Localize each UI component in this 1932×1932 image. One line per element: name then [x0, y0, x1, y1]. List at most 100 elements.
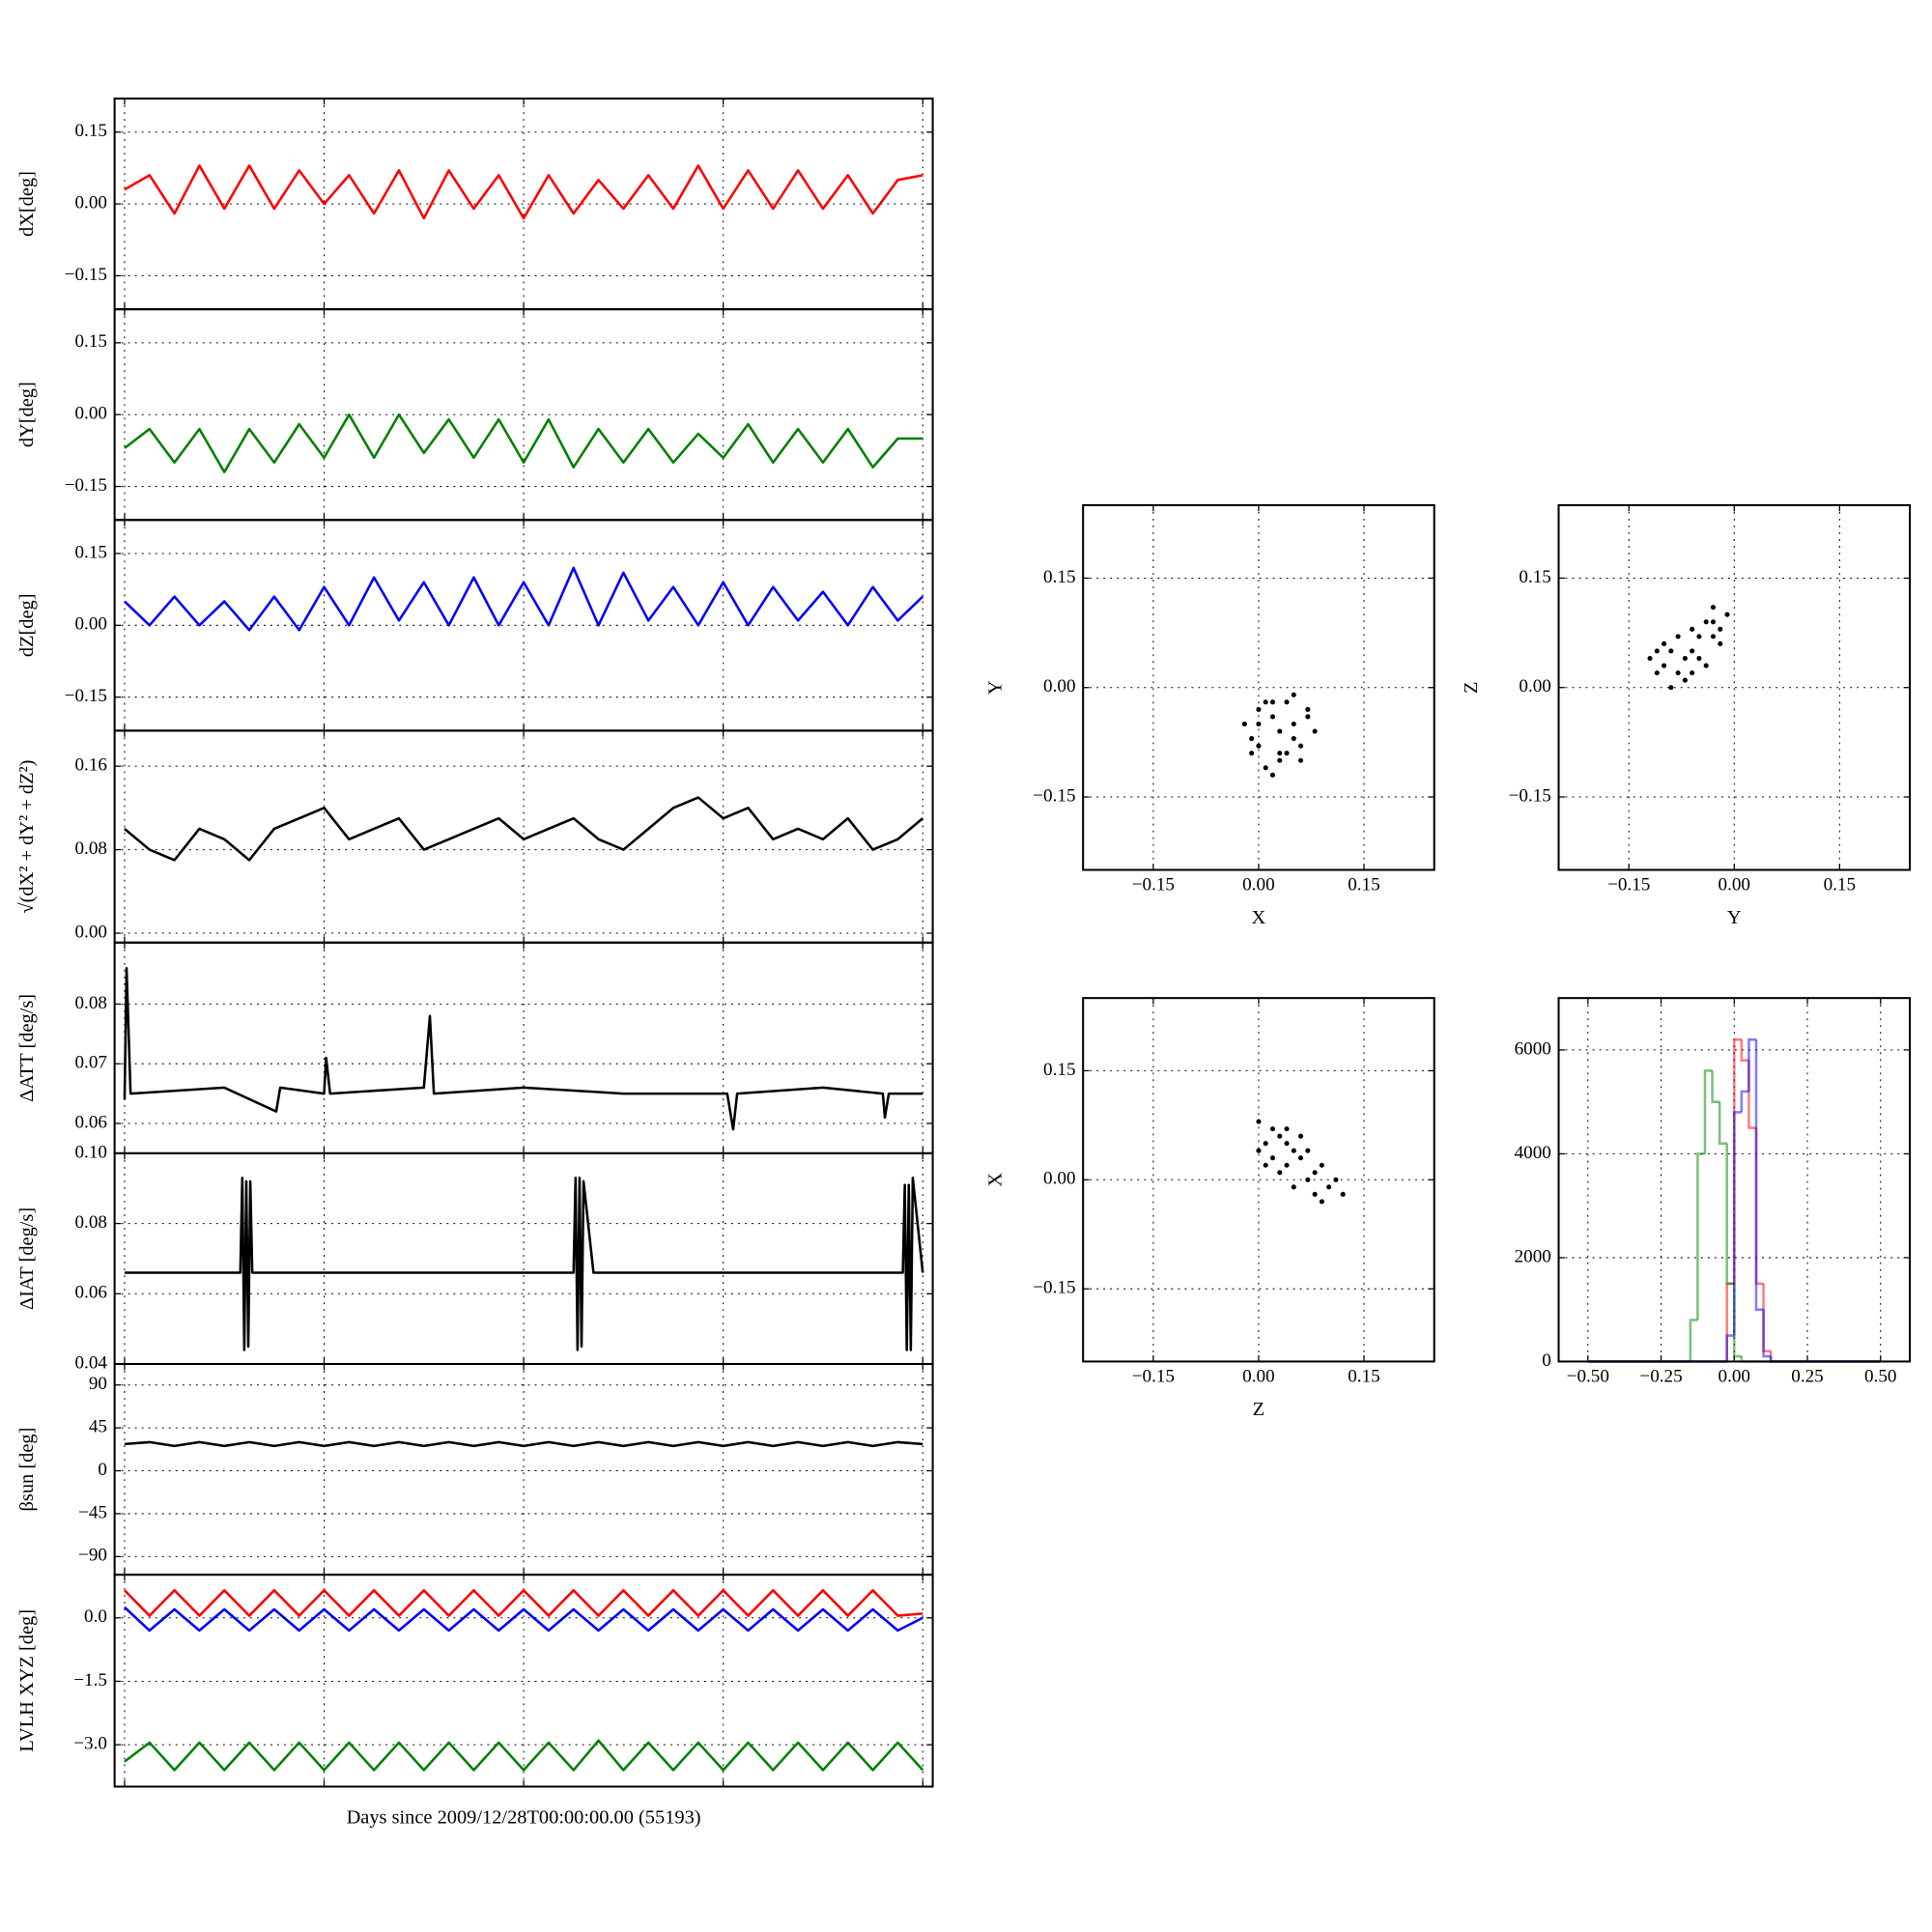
data-point	[1256, 743, 1262, 749]
data-point	[1305, 1148, 1311, 1153]
panel: −0.15 0.00 0.15 −0.15 0.00 0.15 Z Y	[1461, 503, 1912, 928]
y-tick-label: 0.10	[75, 1142, 107, 1162]
data-point	[1256, 1119, 1262, 1124]
data-point	[1675, 634, 1681, 639]
x-axis-label: Days since 2009/12/28T00:00:00.00 (55193…	[347, 1806, 701, 1828]
data-point	[1319, 1162, 1324, 1168]
data-line	[124, 412, 923, 473]
data-point	[1662, 640, 1667, 646]
panel: −3.0 −1.5 0.0 LVLH XYZ [deg] Days since 2009…	[16, 1574, 934, 1828]
x-tick-label: −0.50	[1567, 1366, 1609, 1386]
data-point	[1249, 751, 1255, 756]
axes-frame	[1082, 503, 1435, 871]
data-point	[1312, 728, 1318, 734]
y-axis-label: √(dX² + dY² + dZ²)	[16, 760, 38, 914]
data-point	[1269, 1155, 1276, 1161]
data-point	[1305, 706, 1311, 712]
y-tick-label: 0.06	[75, 1112, 107, 1132]
data-line	[124, 1739, 924, 1772]
data-point	[1298, 1133, 1304, 1139]
x-tick-label: −0.15	[1132, 1366, 1175, 1386]
data-point	[1682, 655, 1688, 662]
x-axis-label: Y	[1727, 907, 1742, 928]
histogram-step	[1725, 1334, 1735, 1362]
data-point	[1277, 757, 1283, 763]
y-tick-label: −0.15	[1033, 1278, 1075, 1298]
data-line	[124, 566, 924, 632]
data-point	[1277, 751, 1283, 756]
y-axis-label: X	[985, 1173, 1007, 1187]
y-tick-label: 6000	[1515, 1038, 1551, 1059]
axes-frame	[1557, 503, 1912, 871]
y-tick-label: −0.15	[65, 475, 107, 496]
data-point	[1647, 655, 1653, 662]
data-point	[1675, 670, 1681, 676]
y-tick-label: 0.15	[75, 331, 107, 352]
data-point	[1256, 721, 1262, 727]
axes-frame	[1557, 997, 1912, 1363]
y-tick-label: 0.08	[75, 993, 107, 1013]
data-point	[1703, 619, 1709, 625]
data-point	[1298, 743, 1304, 749]
data-point	[1326, 1184, 1332, 1190]
data-point	[1284, 1162, 1290, 1168]
y-axis-label: ΔIAT [deg/s]	[16, 1208, 38, 1310]
data-point	[1718, 640, 1723, 646]
data-point	[1263, 699, 1268, 705]
y-axis-label: LVLH XYZ [deg]	[16, 1609, 38, 1752]
data-point	[1668, 685, 1674, 691]
data-line	[124, 796, 924, 862]
histogram-step	[1711, 1070, 1720, 1103]
data-point	[1690, 648, 1695, 654]
data-point	[1654, 648, 1660, 654]
data-point	[1277, 1170, 1283, 1176]
data-point	[1298, 757, 1304, 763]
y-axis-label: Z	[1461, 682, 1482, 694]
y-axis-label: Y	[985, 680, 1007, 695]
data-point	[1256, 1148, 1262, 1153]
data-point	[1291, 736, 1296, 742]
x-tick-label: 0.15	[1348, 1366, 1379, 1386]
histogram-step	[1762, 1309, 1772, 1358]
y-tick-label: 0.00	[1043, 1169, 1075, 1189]
data-point	[1263, 1162, 1268, 1168]
y-axis-label: dZ[deg]	[16, 593, 38, 657]
y-tick-label: 0.15	[1043, 1060, 1075, 1080]
axes-frame	[1082, 997, 1435, 1363]
x-axis-label: Z	[1253, 1399, 1264, 1420]
y-tick-label: −0.15	[1509, 785, 1551, 806]
y-tick-label: 0.06	[75, 1283, 107, 1303]
data-point	[1263, 1141, 1268, 1147]
y-tick-label: 2000	[1515, 1246, 1551, 1266]
y-axis-label: dX[deg]	[16, 171, 38, 237]
y-tick-label: 4000	[1515, 1143, 1551, 1163]
data-point	[1291, 1184, 1296, 1190]
x-tick-label: 0.00	[1242, 874, 1274, 895]
histogram-step	[1747, 1037, 1756, 1092]
y-tick-label: −90	[78, 1546, 107, 1566]
y-tick-label: −45	[78, 1502, 107, 1522]
y-tick-label: 0.08	[75, 838, 107, 859]
y-tick-label: 0.04	[75, 1352, 108, 1373]
panel: −0.15 0.00 0.15 −0.15 0.00 0.15 X Z	[985, 997, 1435, 1420]
histogram-step	[1725, 1143, 1735, 1286]
data-point	[1690, 670, 1695, 676]
y-axis-label: ΔATT [deg/s]	[16, 994, 38, 1102]
y-tick-label: 0	[1542, 1350, 1551, 1371]
data-point	[1710, 605, 1717, 611]
data-point	[1724, 611, 1730, 617]
y-tick-label: 0.00	[1043, 676, 1075, 696]
panel: −0.15 0.00 0.15 dX[deg]	[16, 98, 934, 311]
data-point	[1269, 772, 1276, 778]
y-tick-label: −0.15	[65, 686, 107, 706]
y-axis-label: dY[deg]	[16, 382, 38, 447]
x-tick-label: 0.15	[1348, 874, 1379, 895]
y-tick-label: 0.15	[1043, 567, 1075, 587]
x-tick-label: 0.50	[1864, 1366, 1896, 1386]
data-point	[1710, 619, 1717, 625]
y-tick-label: 0.00	[75, 614, 107, 635]
x-tick-label: 0.00	[1242, 1366, 1274, 1386]
data-point	[1269, 699, 1276, 705]
data-point	[1312, 1170, 1318, 1176]
data-point	[1690, 626, 1695, 632]
